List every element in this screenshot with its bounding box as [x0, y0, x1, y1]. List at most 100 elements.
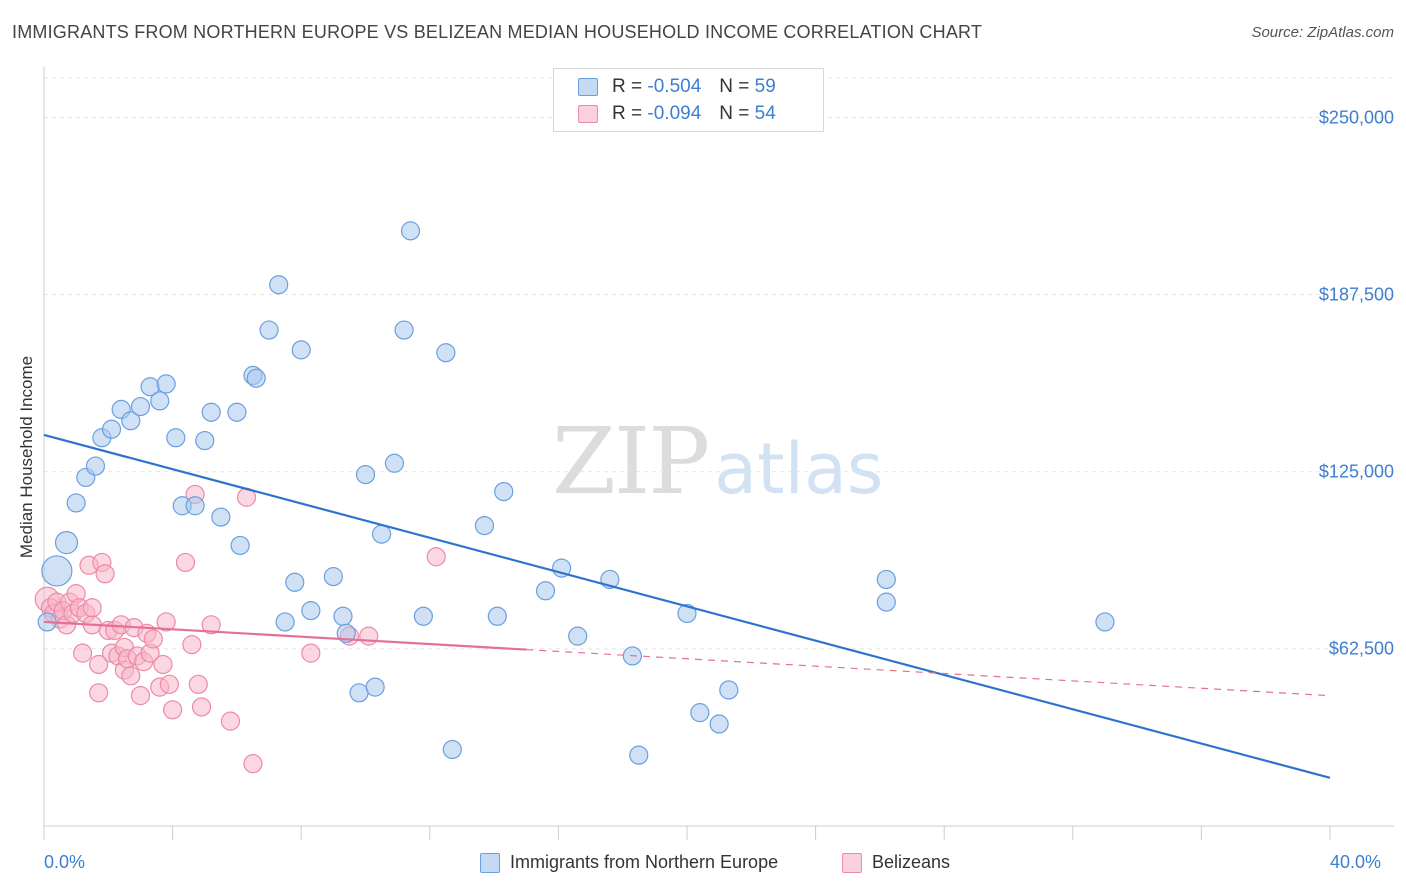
- y-tick-label: $62,500: [1328, 638, 1394, 659]
- point-northern-europe: [494, 481, 514, 502]
- stats-legend: R = -0.504 N = 59 R = -0.094 N = 54: [553, 68, 824, 132]
- watermark-zip: ZIP: [552, 408, 710, 515]
- point-belizeans: [426, 547, 446, 567]
- point-belizeans: [163, 700, 183, 720]
- point-northern-europe: [121, 411, 141, 431]
- point-belizeans: [220, 711, 241, 731]
- point-belizeans: [153, 654, 173, 675]
- legend-row-belizeans: R = -0.094 N = 54: [578, 102, 776, 126]
- point-northern-europe: [336, 623, 356, 643]
- point-belizeans: [95, 564, 115, 584]
- zipatlas-watermark: ZIPatlas: [552, 408, 883, 515]
- point-belizeans: [182, 635, 202, 655]
- point-northern-europe: [269, 275, 289, 295]
- trendline-belizeans: [43, 620, 527, 651]
- point-northern-europe: [436, 343, 456, 363]
- point-northern-europe: [150, 391, 170, 411]
- point-northern-europe: [301, 601, 321, 621]
- point-northern-europe: [876, 592, 896, 612]
- point-northern-europe: [1095, 612, 1115, 632]
- legend-n-value: 54: [754, 103, 776, 124]
- point-northern-europe: [291, 340, 311, 360]
- point-northern-europe: [333, 606, 353, 626]
- legend-r-value: -0.504: [647, 76, 702, 97]
- trendline-belizeans-extension: [526, 648, 1331, 697]
- y-tick-label: $187,500: [1318, 284, 1394, 305]
- point-northern-europe: [690, 703, 710, 723]
- chart-source: Source: ZipAtlas.com: [1251, 24, 1394, 41]
- point-northern-europe: [130, 396, 151, 417]
- point-northern-europe: [349, 683, 369, 703]
- point-belizeans: [156, 612, 176, 632]
- series-legend-belizeans: Belizeans: [842, 852, 950, 873]
- point-northern-europe: [275, 612, 295, 632]
- point-northern-europe: [876, 569, 896, 590]
- point-northern-europe: [211, 507, 231, 527]
- y-tick-label: $250,000: [1318, 107, 1394, 127]
- legend-n-label: N =: [719, 103, 750, 124]
- point-northern-europe: [629, 745, 649, 765]
- point-belizeans: [359, 626, 379, 646]
- point-northern-europe: [227, 402, 247, 422]
- point-northern-europe: [201, 402, 221, 422]
- series-swatch-belizeans: [842, 852, 862, 873]
- legend-r-value: -0.094: [647, 103, 702, 124]
- point-northern-europe: [394, 320, 414, 340]
- series-legend-northern-europe: Immigrants from Northern Europe: [480, 852, 778, 873]
- point-belizeans: [201, 615, 221, 635]
- series-name-belizeans: Belizeans: [872, 852, 951, 872]
- y-tick-label: $125,000: [1318, 461, 1394, 482]
- point-northern-europe: [719, 680, 739, 700]
- point-belizeans: [121, 666, 141, 686]
- point-northern-europe: [709, 714, 729, 734]
- point-northern-europe: [474, 515, 495, 536]
- series-name-northern-europe: Immigrants from Northern Europe: [510, 852, 779, 872]
- point-belizeans: [301, 643, 321, 663]
- legend-swatch-belizeans: [578, 105, 598, 123]
- point-belizeans: [143, 629, 163, 649]
- legend-n-label: N =: [719, 76, 750, 97]
- point-northern-europe: [259, 320, 279, 340]
- point-belizeans: [89, 683, 109, 703]
- x-tick-label-max: 40.0%: [1330, 852, 1382, 872]
- point-northern-europe: [54, 531, 79, 555]
- point-belizeans: [130, 686, 151, 706]
- point-belizeans: [243, 754, 263, 774]
- point-northern-europe: [185, 496, 205, 516]
- point-northern-europe: [66, 493, 86, 513]
- point-belizeans: [89, 654, 109, 675]
- point-belizeans: [191, 697, 212, 717]
- point-northern-europe: [246, 368, 266, 388]
- point-northern-europe: [156, 374, 176, 394]
- point-northern-europe: [535, 581, 556, 601]
- trendline-northern-europe: [43, 433, 1331, 779]
- legend-n-value: 59: [754, 76, 776, 97]
- point-northern-europe: [371, 524, 392, 544]
- point-belizeans: [72, 643, 93, 663]
- series-swatch-northern-europe: [480, 852, 500, 873]
- legend-r-label: R =: [612, 76, 643, 97]
- point-northern-europe: [101, 419, 122, 439]
- point-northern-europe: [85, 456, 106, 476]
- point-northern-europe: [195, 430, 215, 451]
- point-belizeans: [82, 598, 102, 618]
- point-northern-europe: [41, 555, 73, 587]
- point-belizeans: [175, 552, 196, 573]
- point-northern-europe: [487, 606, 507, 626]
- point-northern-europe: [166, 428, 186, 448]
- point-northern-europe: [568, 626, 588, 646]
- chart-title: IMMIGRANTS FROM NORTHERN EUROPE VS BELIZ…: [12, 22, 983, 42]
- point-northern-europe: [365, 677, 385, 697]
- watermark-atlas: atlas: [714, 428, 884, 510]
- point-northern-europe: [413, 606, 433, 626]
- point-northern-europe: [285, 572, 305, 592]
- point-northern-europe: [677, 603, 697, 624]
- point-belizeans: [159, 674, 179, 694]
- point-northern-europe: [230, 535, 250, 556]
- legend-row-northern-europe: R = -0.504 N = 59: [578, 75, 776, 99]
- point-northern-europe: [323, 567, 343, 587]
- point-belizeans: [188, 674, 208, 694]
- point-northern-europe: [400, 221, 421, 241]
- x-tick-label-min: 0.0%: [44, 852, 86, 872]
